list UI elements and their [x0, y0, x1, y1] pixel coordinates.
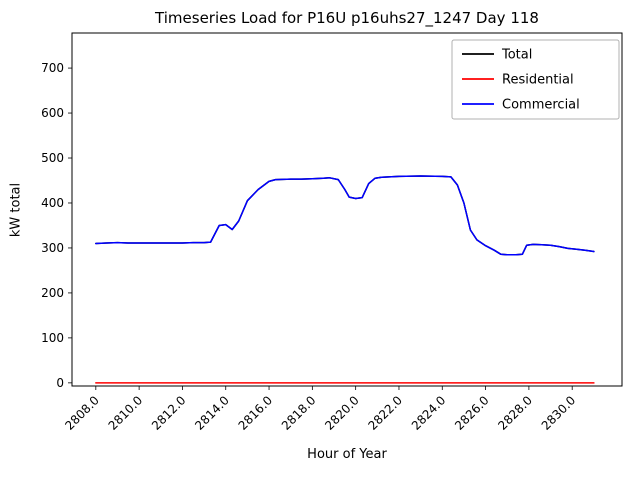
x-tick-label: 2808.0 — [62, 393, 102, 433]
y-tick-label: 500 — [41, 151, 64, 165]
series-line-commercial — [95, 175, 595, 256]
legend-label-total: Total — [501, 48, 532, 63]
y-tick-label: 600 — [41, 106, 64, 120]
y-tick-label: 700 — [41, 61, 64, 75]
y-axis-label: kW total — [8, 182, 24, 238]
x-tick-label: 2814.0 — [192, 393, 232, 433]
chart-title: Timeseries Load for P16U p16uhs27_1247 D… — [155, 9, 539, 27]
y-tick-label: 0 — [56, 376, 64, 390]
y-tick-label: 200 — [41, 286, 64, 300]
x-tick-label: 2818.0 — [279, 393, 319, 433]
y-tick-label: 400 — [41, 196, 64, 210]
legend-label-commercial: Commercial — [502, 98, 580, 113]
x-tick-label: 2830.0 — [539, 393, 579, 433]
x-tick-label: 2816.0 — [236, 393, 276, 433]
x-tick-label: 2824.0 — [409, 393, 449, 433]
x-tick-label: 2826.0 — [452, 393, 492, 433]
y-tick-label: 100 — [41, 331, 64, 345]
x-tick-label: 2828.0 — [495, 393, 535, 433]
x-tick-label: 2822.0 — [365, 393, 405, 433]
legend-box — [451, 39, 620, 120]
x-tick-label: 2820.0 — [322, 393, 362, 433]
legend-label-residential: Residential — [502, 73, 574, 88]
plot-border — [71, 32, 623, 387]
x-tick-label: 2810.0 — [106, 393, 146, 433]
x-axis-label: Hour of Year — [307, 447, 387, 462]
x-tick-label: 2812.0 — [149, 393, 189, 433]
y-tick-label: 300 — [41, 241, 64, 255]
